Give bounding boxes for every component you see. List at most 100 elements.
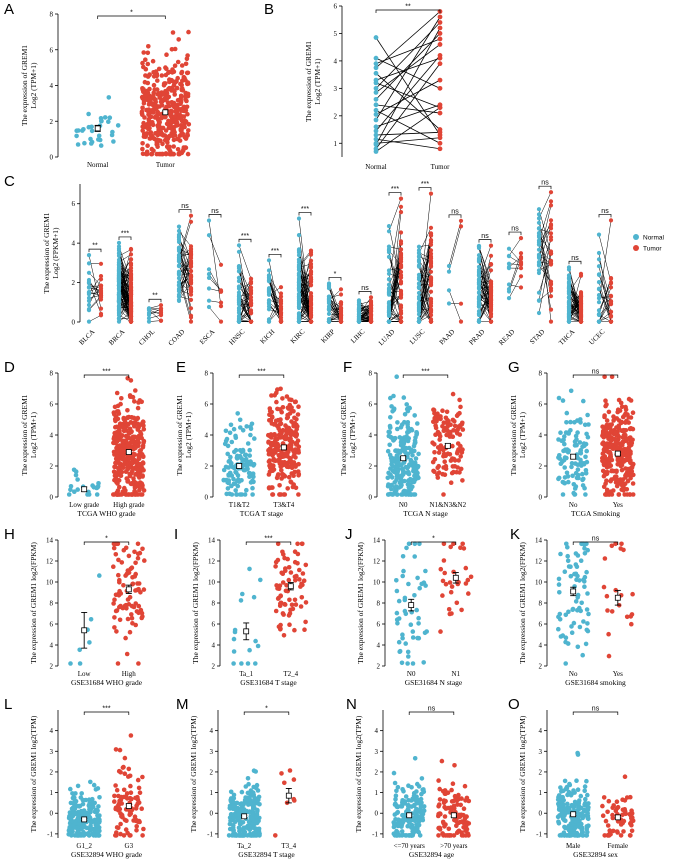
significance-label: ns — [511, 226, 519, 233]
data-point — [626, 420, 631, 425]
y-tick-label: 2 — [205, 463, 209, 471]
data-point — [568, 564, 573, 569]
group-points-T1&T2 — [221, 411, 257, 497]
pair-line — [478, 306, 492, 322]
normal-point — [176, 232, 182, 237]
data-point — [584, 607, 590, 612]
data-point — [111, 564, 116, 569]
data-point — [433, 425, 439, 431]
y-tick-label: 6 — [334, 3, 338, 11]
data-point — [611, 446, 617, 451]
data-point — [404, 545, 409, 551]
normal-point — [596, 312, 602, 317]
tumor-point — [608, 301, 614, 306]
normal-point — [386, 290, 392, 295]
y-tick-label: 4 — [539, 642, 543, 650]
pair-line — [375, 55, 441, 132]
y-tick-label: 8 — [377, 600, 381, 608]
significance-bracket — [97, 15, 166, 19]
data-point — [565, 558, 571, 564]
y-tick-label: 8 — [50, 600, 54, 608]
tumor-point — [518, 285, 524, 290]
data-point — [574, 437, 579, 442]
data-point — [106, 119, 111, 124]
normal-point — [266, 304, 272, 309]
data-point — [132, 485, 138, 491]
tumor-point — [518, 256, 524, 261]
y-axis-label: The expression of GREM1 log2(FPKM) — [518, 542, 527, 664]
data-point — [407, 463, 412, 468]
data-point — [569, 464, 574, 470]
data-point — [221, 477, 226, 483]
data-point — [406, 471, 412, 477]
data-point — [602, 556, 608, 561]
pair-line — [508, 276, 522, 299]
data-point — [181, 114, 187, 119]
data-point — [394, 588, 400, 594]
tumor-point — [248, 279, 254, 284]
data-point — [275, 447, 281, 453]
data-point — [566, 448, 571, 454]
data-point — [458, 423, 463, 428]
data-point — [130, 434, 136, 440]
data-point — [630, 591, 635, 597]
data-point — [401, 395, 407, 400]
tumor-point — [278, 304, 284, 309]
data-point — [170, 103, 176, 108]
data-point — [619, 541, 624, 547]
tumor-point — [578, 305, 584, 310]
significance-bracket — [478, 239, 492, 243]
data-point — [232, 627, 238, 633]
tumor-point — [398, 315, 404, 320]
data-point — [155, 78, 160, 83]
data-point — [557, 456, 563, 461]
tumor-point — [398, 210, 404, 215]
data-point — [562, 465, 567, 470]
normal-point — [116, 308, 122, 313]
data-point — [229, 439, 235, 445]
data-point — [183, 145, 188, 150]
data-point — [233, 435, 239, 441]
significance-label: *** — [241, 233, 249, 240]
y-tick-label: 10 — [46, 579, 54, 587]
tumor-point — [458, 224, 464, 229]
x-tick-label: High grade — [113, 501, 144, 509]
data-point — [115, 466, 121, 471]
data-point — [278, 627, 283, 632]
significance-label: ns — [592, 369, 600, 376]
data-point — [172, 114, 177, 119]
pair-line — [418, 193, 432, 304]
pair-line — [418, 227, 432, 254]
data-point — [124, 651, 130, 657]
data-point — [410, 635, 416, 640]
tumor-point — [548, 235, 554, 240]
tumor-point — [128, 266, 134, 271]
x-tick-label: LUSC — [408, 328, 427, 347]
normal-point — [206, 286, 212, 291]
data-point — [604, 418, 610, 423]
data-point — [267, 418, 272, 423]
data-point — [414, 607, 420, 613]
data-point — [412, 554, 418, 559]
data-point — [572, 486, 578, 491]
normal-point — [116, 268, 122, 273]
tumor-point — [338, 319, 344, 324]
tumor-point — [488, 298, 494, 303]
data-point — [248, 432, 253, 438]
data-point — [112, 625, 117, 630]
normal-point — [266, 319, 272, 324]
significance-bracket — [328, 277, 342, 281]
data-point — [394, 460, 399, 466]
data-point — [226, 465, 231, 470]
normal-point — [446, 288, 452, 293]
data-point — [609, 468, 615, 473]
data-point — [411, 465, 417, 471]
data-point — [557, 617, 563, 622]
tumor-point — [188, 219, 194, 224]
tumor-point — [338, 309, 344, 314]
data-point — [231, 661, 236, 666]
data-point — [89, 805, 94, 811]
